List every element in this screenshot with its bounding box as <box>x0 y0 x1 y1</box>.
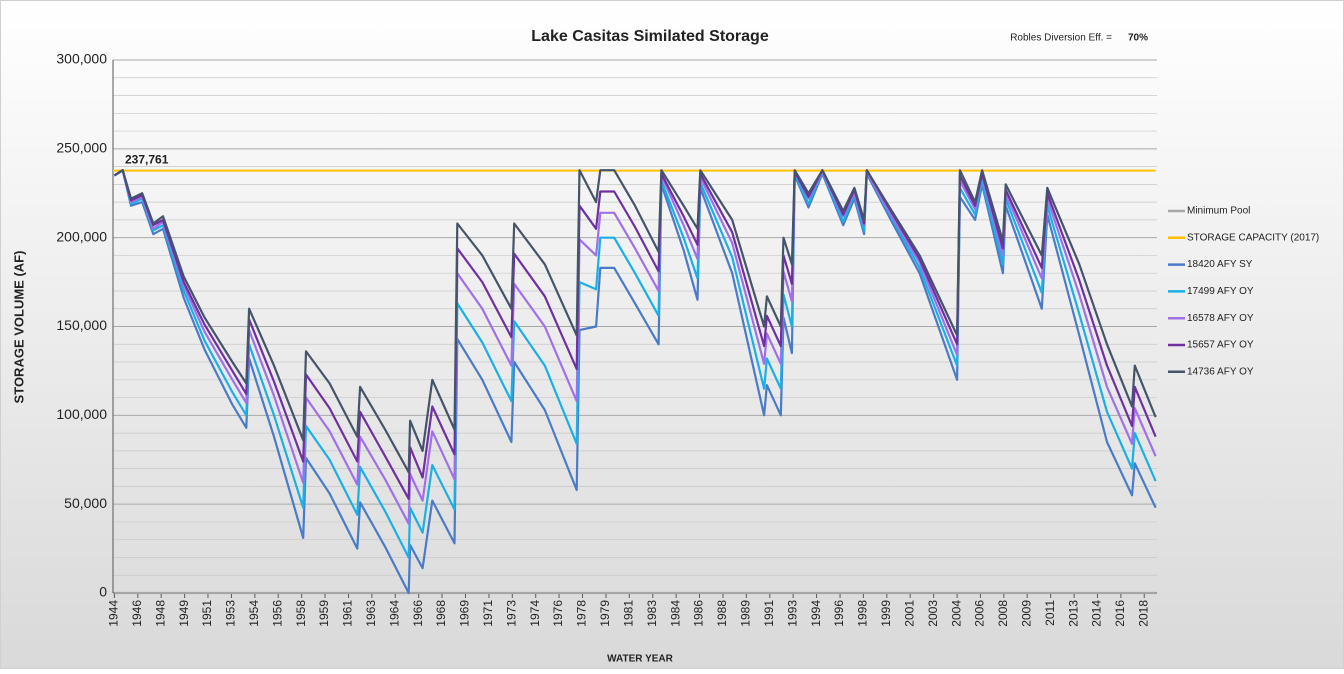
x-tick-label: 1993 <box>785 600 799 627</box>
x-tick-label: 1954 <box>247 600 261 627</box>
legend-label: 15657 AFY OY <box>1187 340 1254 351</box>
legend-label: Minimum Pool <box>1187 206 1250 217</box>
x-tick-label: 1944 <box>107 600 121 627</box>
legend-label: 14736 AFY OY <box>1187 366 1254 377</box>
x-tick-label: 1981 <box>621 600 635 627</box>
series-line <box>113 169 1157 474</box>
x-tick-label: 1984 <box>668 600 682 627</box>
y-axis-title: STORAGE VOLUME (AF) <box>11 251 26 404</box>
x-tick-label: 2001 <box>902 600 916 627</box>
capacity-label: 237,761 <box>125 153 169 167</box>
x-tick-label: 2003 <box>926 600 940 627</box>
y-tick-label: 300,000 <box>56 51 107 67</box>
x-tick-label: 1961 <box>341 600 355 627</box>
x-tick-label: 1946 <box>130 600 144 627</box>
y-tick-label: 150,000 <box>56 317 107 333</box>
x-tick-label: 1973 <box>504 600 518 627</box>
x-tick-label: 1994 <box>809 600 823 627</box>
x-tick-label: 2004 <box>949 600 963 627</box>
x-tick-label: 1998 <box>856 600 870 627</box>
y-tick-label: 0 <box>99 584 107 600</box>
x-tick-label: 1949 <box>177 600 191 627</box>
x-tick-label: 2013 <box>1066 600 1080 627</box>
x-tick-label: 1999 <box>879 600 893 627</box>
x-tick-label: 2016 <box>1113 600 1127 627</box>
x-tick-label: 1956 <box>270 600 284 627</box>
x-tick-label: 1983 <box>645 600 659 627</box>
chart-title: Lake Casitas Similated Storage <box>531 28 769 45</box>
x-tick-label: 1948 <box>153 600 167 627</box>
legend-label: 18420 AFY SY <box>1187 259 1253 270</box>
x-tick-label: 2006 <box>973 600 987 627</box>
x-tick-label: 1986 <box>692 600 706 627</box>
x-tick-label: 2014 <box>1090 600 1104 627</box>
note-value: 70% <box>1128 33 1148 44</box>
x-tick-label: 1966 <box>411 600 425 627</box>
x-tick-label: 1951 <box>200 600 214 627</box>
x-tick-label: 1976 <box>551 600 565 627</box>
y-tick-label: 50,000 <box>64 495 107 511</box>
x-tick-label: 1971 <box>481 600 495 627</box>
x-tick-label: 1991 <box>762 600 776 627</box>
x-tick-label: 2008 <box>996 600 1010 627</box>
note-label: Robles Diversion Eff. = <box>1010 33 1112 44</box>
x-tick-label: 1978 <box>575 600 589 627</box>
x-tick-label: 2018 <box>1136 600 1150 627</box>
x-tick-label: 1963 <box>364 600 378 627</box>
x-tick-label: 1988 <box>715 600 729 627</box>
x-tick-label: 1996 <box>832 600 846 627</box>
x-tick-label: 1968 <box>434 600 448 627</box>
x-tick-label: 1958 <box>294 600 308 627</box>
x-tick-label: 1953 <box>224 600 238 627</box>
x-tick-label: 2011 <box>1043 600 1057 626</box>
x-tick-label: 1959 <box>317 600 331 627</box>
y-tick-label: 200,000 <box>56 228 107 244</box>
legend-label: 17499 AFY OY <box>1187 286 1254 297</box>
x-tick-label: 1964 <box>387 600 401 627</box>
x-tick-label: 1969 <box>458 600 472 627</box>
y-tick-label: 250,000 <box>56 140 107 156</box>
x-tick-label: 1974 <box>528 600 542 627</box>
x-tick-label: 1979 <box>598 600 612 627</box>
y-tick-label: 100,000 <box>56 406 107 422</box>
x-tick-label: 1989 <box>739 600 753 627</box>
legend-label: STORAGE CAPACITY (2017) <box>1187 232 1319 243</box>
legend-label: 16578 AFY OY <box>1187 313 1254 324</box>
x-tick-label: 2009 <box>1019 600 1033 627</box>
x-axis-title: WATER YEAR <box>607 654 674 665</box>
